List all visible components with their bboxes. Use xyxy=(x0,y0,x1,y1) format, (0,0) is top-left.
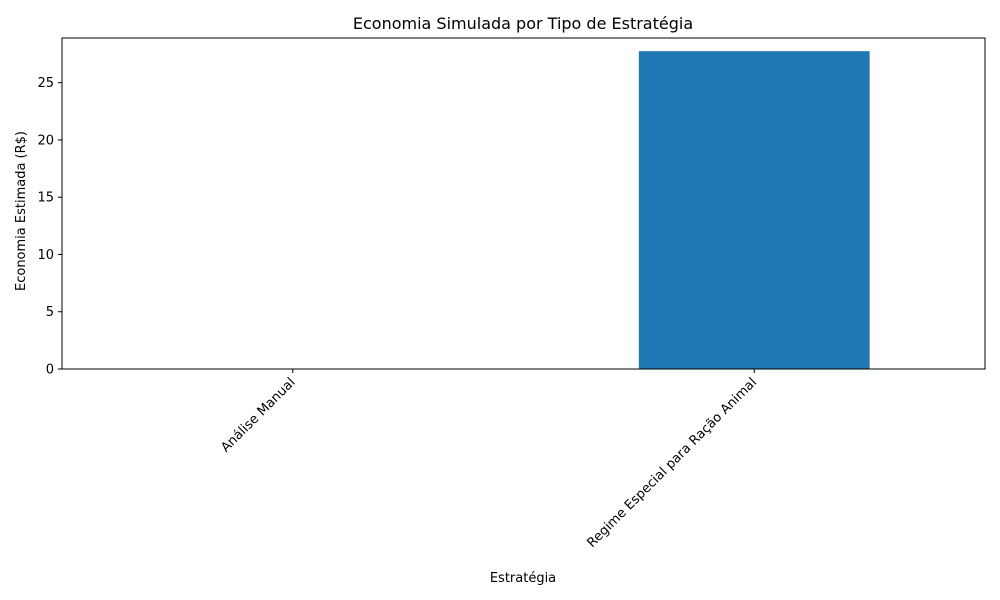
bar xyxy=(638,51,870,370)
y-axis-title: Economia Estimada (R$) xyxy=(14,131,29,291)
chart-title: Economia Simulada por Tipo de Estratégia xyxy=(353,14,693,33)
y-tick-label: 15 xyxy=(37,191,54,206)
y-tick-label: 0 xyxy=(46,363,54,378)
y-tick-label: 10 xyxy=(37,248,54,263)
y-tick-label: 20 xyxy=(37,133,54,148)
x-axis-title: Estratégia xyxy=(490,571,556,586)
y-tick-label: 5 xyxy=(46,305,54,320)
plot-frame xyxy=(61,37,986,370)
x-tick-label: Análise Manual xyxy=(218,375,298,455)
y-tick-label: 25 xyxy=(37,76,54,91)
x-tick-label: Regime Especial para Ração Animal xyxy=(584,375,760,551)
plot-area: 0 5 10 15 20 25 Análise Manual Regime Especial … xyxy=(37,37,986,551)
